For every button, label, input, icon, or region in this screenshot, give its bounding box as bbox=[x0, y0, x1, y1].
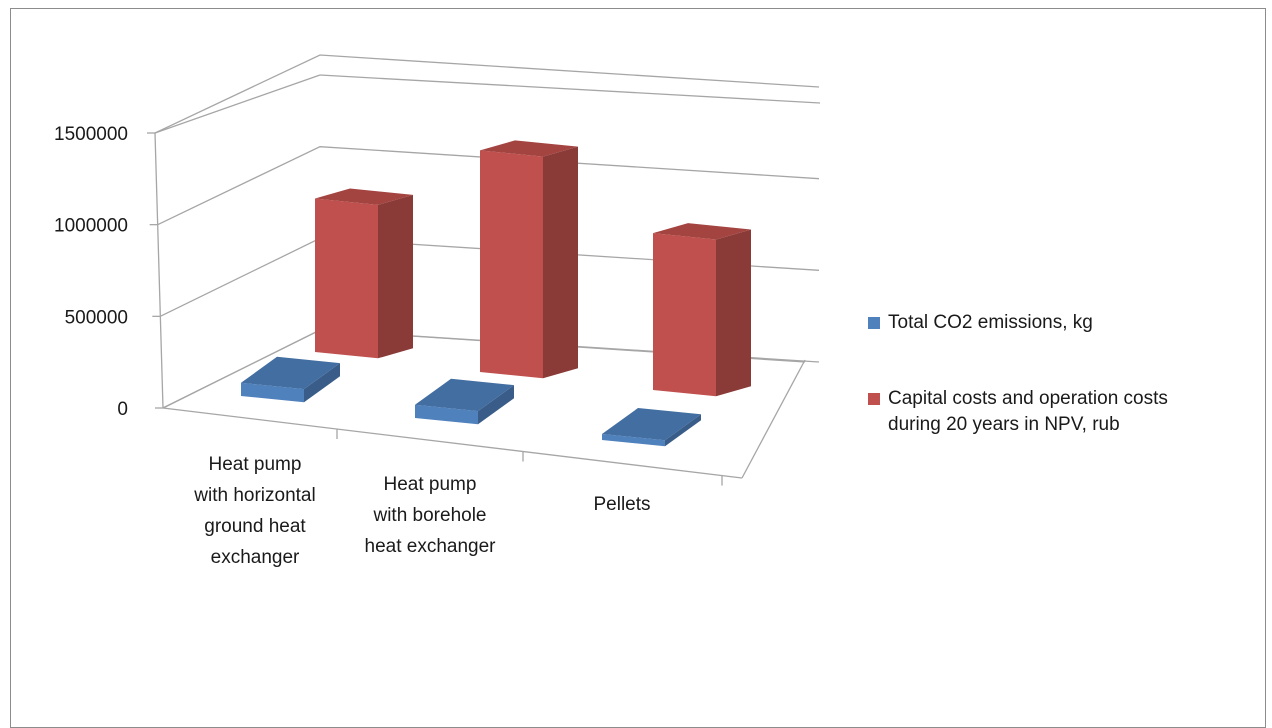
x-category-label: ground heat bbox=[204, 516, 306, 537]
bar-co2-top bbox=[415, 378, 514, 412]
bar-co2-side bbox=[665, 414, 701, 447]
chart-area bbox=[10, 8, 1266, 728]
back-wall-top bbox=[319, 74, 821, 104]
y-tick-label: 1500000 bbox=[54, 124, 128, 145]
y-tick-label: 0 bbox=[117, 399, 128, 420]
floor-front-edge bbox=[162, 407, 743, 479]
y-axis: 0 500000 1000000 1500000 bbox=[54, 124, 128, 420]
bars bbox=[241, 140, 751, 447]
floor-right-edge bbox=[741, 359, 806, 479]
bar-co2-front bbox=[415, 404, 478, 425]
bar-costs-side bbox=[716, 229, 751, 397]
bar-co2-front bbox=[241, 382, 304, 403]
x-category-label: with horizontal bbox=[193, 485, 315, 506]
bar-co2-top bbox=[241, 356, 340, 390]
left-wall-top bbox=[154, 74, 321, 134]
x-category-label: exchanger bbox=[211, 547, 300, 568]
x-category-label: with borehole bbox=[372, 505, 486, 526]
bar-costs-top bbox=[480, 140, 578, 157]
legend-label-co2: Total CO2 emissions, kg bbox=[888, 312, 1093, 333]
gridline bbox=[157, 146, 820, 226]
legend-item-costs: Capital costs and operation costs during… bbox=[866, 386, 1261, 438]
bar-costs-top bbox=[315, 188, 413, 205]
x-axis: Heat pump with horizontal ground heat excha… bbox=[193, 429, 723, 568]
bar-co2-top bbox=[602, 408, 701, 441]
x-category-label: Heat pump bbox=[209, 454, 302, 475]
bar-costs-side bbox=[543, 146, 578, 379]
legend-item-co2: Total CO2 emissions, kg bbox=[866, 310, 1261, 336]
bar-costs-side bbox=[378, 194, 413, 359]
y-tick-label: 500000 bbox=[65, 307, 128, 328]
legend-label-costs-line2: during 20 years in NPV, rub bbox=[888, 414, 1120, 435]
x-category-label: Heat pump bbox=[384, 474, 477, 495]
bar-costs-front bbox=[315, 198, 378, 359]
legend-swatch-co2 bbox=[868, 317, 880, 329]
bar-co2-front bbox=[602, 434, 665, 447]
legend: Total CO2 emissions, kg Capital costs an… bbox=[866, 310, 1261, 438]
gridline bbox=[154, 54, 820, 134]
legend-swatch-costs bbox=[868, 393, 880, 405]
bar-co2-side bbox=[478, 385, 514, 425]
y-tick-label: 1000000 bbox=[54, 216, 128, 237]
bar-co2-side bbox=[304, 363, 340, 403]
x-category-label: heat exchanger bbox=[365, 536, 497, 557]
left-wall-front-edge bbox=[154, 132, 164, 409]
bar-costs-front bbox=[653, 233, 716, 397]
legend-label-costs-line1: Capital costs and operation costs bbox=[888, 388, 1168, 409]
x-category-label: Pellets bbox=[593, 494, 650, 515]
bar-costs-top bbox=[653, 223, 751, 240]
bar-costs-front bbox=[480, 150, 543, 379]
